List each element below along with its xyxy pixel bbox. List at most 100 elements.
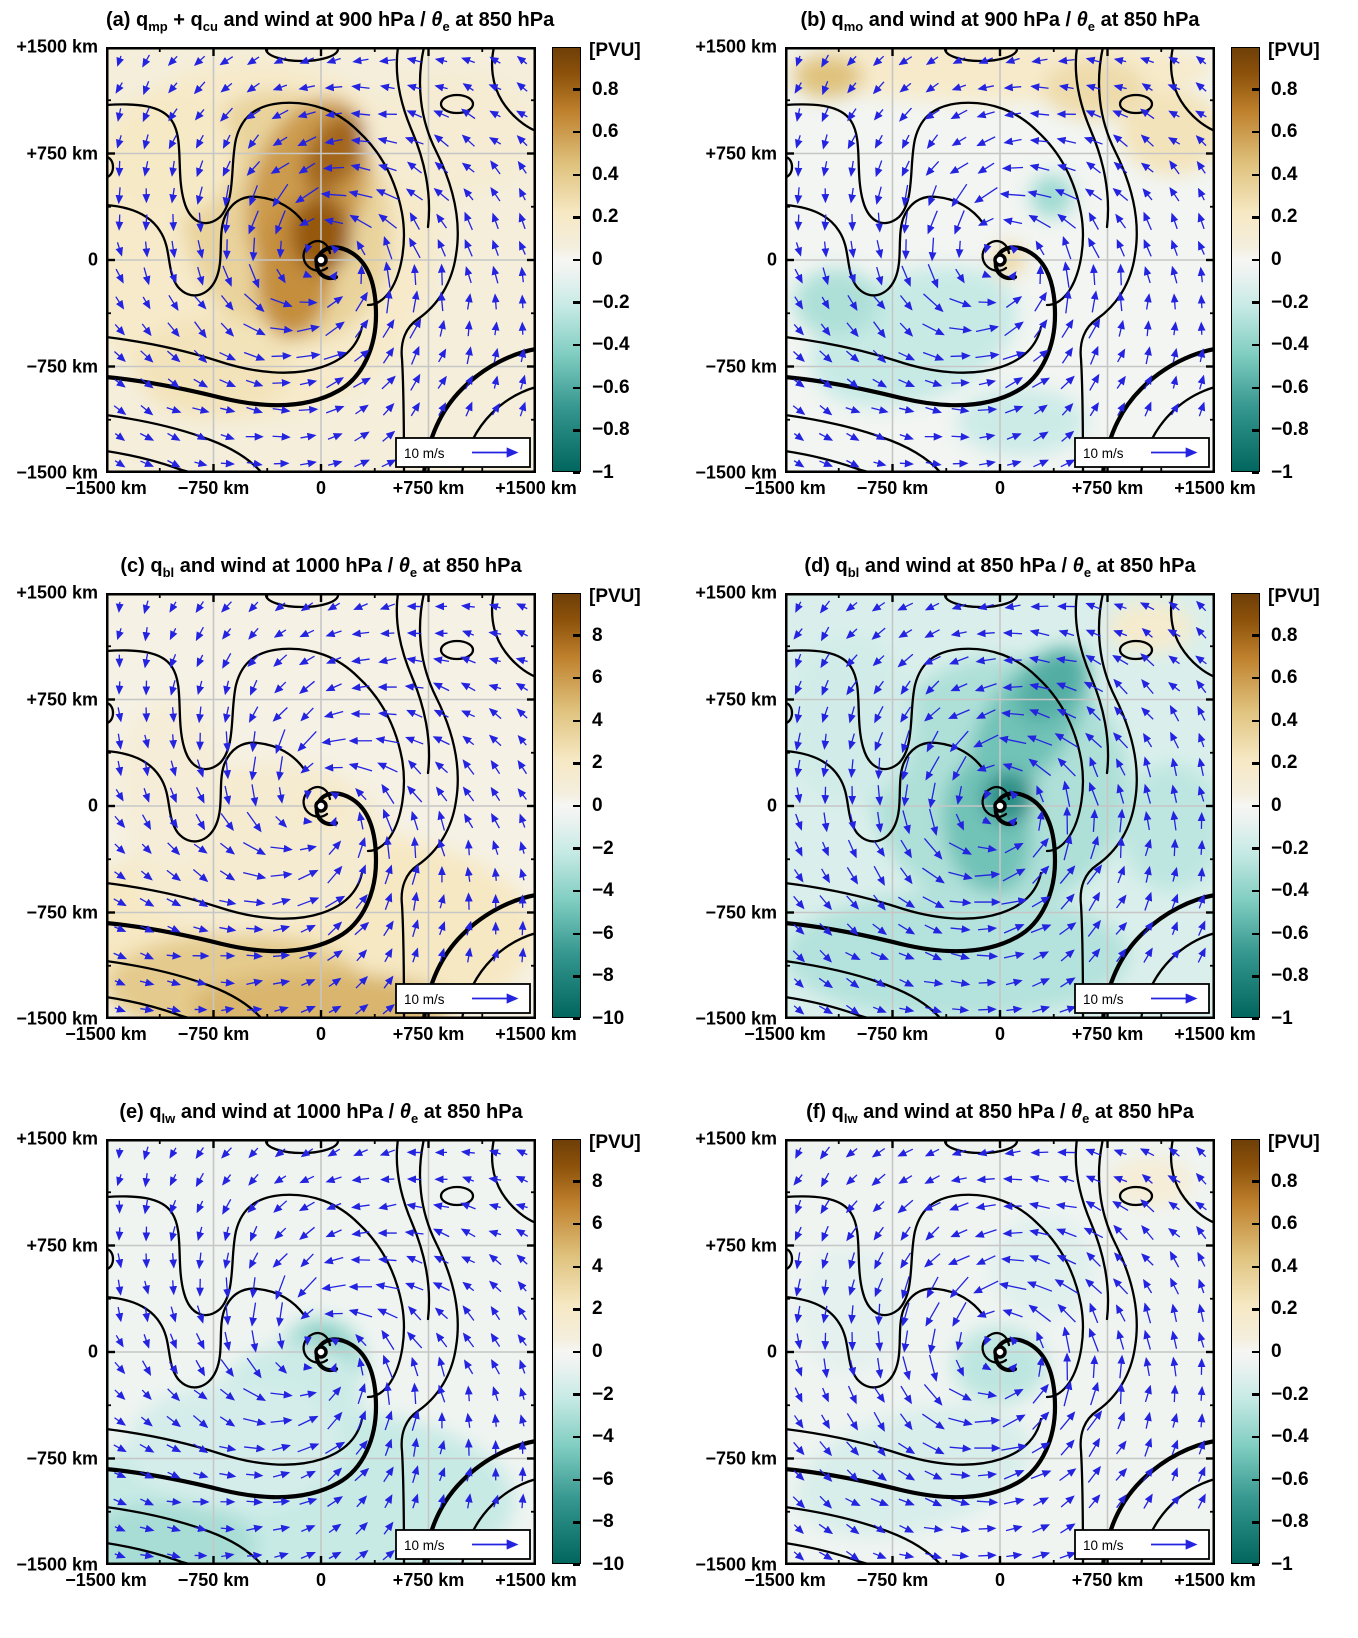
panel-map-area: 10 m/s +1500 km +750 km 0 −750 km −1500 km −… xyxy=(16,37,640,499)
title-part: bl xyxy=(162,565,175,580)
x-tick-label: +1500 km xyxy=(1174,1570,1256,1590)
panel-title: (c) qbl and wind at 1000 hPa / θe at 850… xyxy=(106,555,536,580)
colorbar-unit-label: [PVU] xyxy=(1268,586,1320,607)
colorbar-tick-mark xyxy=(573,1223,580,1226)
y-tick-label: +750 km xyxy=(705,143,777,163)
colorbar-tick-label: 0.6 xyxy=(1271,1213,1298,1235)
colorbar-tick-mark xyxy=(573,386,580,389)
colorbar-unit-label: [PVU] xyxy=(1268,1132,1320,1153)
colorbar-tick-label: −1 xyxy=(1271,1008,1293,1029)
title-part: at 850 hPa xyxy=(417,555,522,577)
colorbar-tick-label: 0.4 xyxy=(1271,1255,1298,1277)
colorbar-tick-label: −1 xyxy=(1271,1554,1293,1575)
colorbar-unit-label: [PVU] xyxy=(589,586,641,607)
panel-title: (d) qbl and wind at 850 hPa / θe at 850 … xyxy=(785,555,1215,580)
colorbar-tick-mark xyxy=(1252,429,1259,432)
colorbar-tick-mark xyxy=(1252,1180,1259,1183)
colorbar-tick-label: −6 xyxy=(592,1468,614,1490)
storm-center-marker xyxy=(993,1345,1007,1359)
colorbar-tick-mark xyxy=(1252,1436,1259,1439)
title-part: (c) q xyxy=(120,555,163,577)
wind-arrows xyxy=(113,54,528,468)
colorbar-tick-mark xyxy=(573,762,580,765)
panel-title: (a) qmp + qcu and wind at 900 hPa / θe a… xyxy=(106,9,554,34)
x-tick-label: −1500 km xyxy=(744,1570,826,1590)
wind-arrows xyxy=(792,1146,1207,1561)
colorbar-tick-mark xyxy=(573,975,580,978)
colorbar-tick-label: −4 xyxy=(592,1426,614,1448)
y-tick-label: −750 km xyxy=(26,1448,98,1468)
title-part: e xyxy=(1082,1111,1090,1126)
wind-arrows xyxy=(113,1146,529,1561)
wind-arrows xyxy=(792,600,1207,1015)
title-part: e xyxy=(1083,565,1092,580)
panel-e: (e) qlw and wind at 1000 hPa / θe at 850… xyxy=(0,1092,679,1638)
colorbar-tick-mark xyxy=(1252,804,1259,808)
y-tick-label: +750 km xyxy=(26,689,98,709)
wind-arrows xyxy=(792,54,1207,468)
title-part: + q xyxy=(167,9,203,31)
title-part: e xyxy=(1087,19,1096,34)
x-tick-label: −750 km xyxy=(856,1024,929,1044)
map-frame xyxy=(785,593,1215,1019)
x-tick-label: −750 km xyxy=(177,1024,250,1044)
colorbar-tick-label: 0.8 xyxy=(1271,1170,1298,1192)
colorbar-tick-mark xyxy=(1252,975,1259,978)
y-tick-label: +750 km xyxy=(26,143,98,163)
x-tick-label: +750 km xyxy=(1071,478,1144,498)
colorbar-tick-mark xyxy=(573,1265,580,1268)
panel-title: (f) qlw and wind at 850 hPa / θe at 850 … xyxy=(785,1101,1215,1126)
y-tick-label: 0 xyxy=(87,1341,98,1362)
colorbar-tick-label: −0.4 xyxy=(1271,1426,1309,1448)
panel-map-area: 10 m/s +1500 km +750 km 0 −750 km −1500 km −… xyxy=(695,583,1319,1045)
wind-arrows xyxy=(113,600,529,1015)
title-part: θ xyxy=(431,9,443,31)
map-canvas: 10 m/s xyxy=(106,47,536,473)
colorbar-tick-label: −6 xyxy=(592,922,614,944)
x-tick-label: 0 xyxy=(994,478,1006,498)
colorbar-tick-mark xyxy=(573,258,580,262)
y-tick-label: 0 xyxy=(87,795,98,816)
storm-center-marker xyxy=(993,253,1007,267)
colorbar-tick-mark xyxy=(1252,1478,1259,1481)
wind-legend-label: 10 m/s xyxy=(404,1538,445,1553)
colorbar-unit-label: [PVU] xyxy=(589,1132,641,1153)
title-part: at 850 hPa xyxy=(418,1101,523,1123)
colorbar-tick-mark xyxy=(573,804,580,808)
colorbar-tick-mark xyxy=(573,932,580,935)
x-tick-label: 0 xyxy=(994,1570,1006,1590)
colorbar-tick-mark xyxy=(573,88,580,91)
wind-legend: 10 m/s xyxy=(395,1529,531,1560)
colorbar-tick-label: −0.8 xyxy=(592,419,630,441)
x-tick-label: −1500 km xyxy=(65,1024,147,1044)
colorbar-tick-label: 0 xyxy=(592,249,603,270)
gridlines xyxy=(106,1139,536,1565)
colorbar-tick-label: −8 xyxy=(592,1511,614,1533)
y-tick-label: −750 km xyxy=(705,1448,777,1468)
colorbar: [PVU] 0.8 0.6 0.4 0.2 0 −0.2 −0.4 −0.6 −0.8 −1 xyxy=(552,40,684,483)
colorbar-tick-mark xyxy=(1252,88,1259,91)
y-tick-label: +750 km xyxy=(26,1235,98,1255)
colorbar-tick-label: −8 xyxy=(592,965,614,987)
colorbar-tick-mark xyxy=(1252,1563,1259,1567)
colorbar-tick-mark xyxy=(1252,173,1259,176)
title-part: mo xyxy=(843,19,864,34)
storm-center-marker xyxy=(314,253,328,267)
colorbar-tick-label: −0.8 xyxy=(1271,965,1309,987)
map-canvas: 10 m/s xyxy=(785,593,1215,1019)
map-canvas: 10 m/s xyxy=(785,47,1215,473)
colorbar-tick-label: 2 xyxy=(592,1298,603,1320)
wind-legend: 10 m/s xyxy=(395,437,531,468)
y-tick-label: 0 xyxy=(766,249,777,270)
colorbar-tick-mark xyxy=(1252,762,1259,765)
y-tick-label: 0 xyxy=(87,249,98,270)
wind-legend-label: 10 m/s xyxy=(1083,1538,1124,1553)
wind-legend: 10 m/s xyxy=(395,983,531,1014)
colorbar-tick-mark xyxy=(573,471,580,475)
x-tick-label: +1500 km xyxy=(1174,478,1256,498)
y-tick-label: −750 km xyxy=(705,356,777,376)
colorbar-tick-mark xyxy=(573,1521,580,1524)
colorbar-tick-label: −0.8 xyxy=(1271,419,1309,441)
colorbar-tick-mark xyxy=(1252,1223,1259,1226)
colorbar-tick-mark xyxy=(573,1563,580,1567)
